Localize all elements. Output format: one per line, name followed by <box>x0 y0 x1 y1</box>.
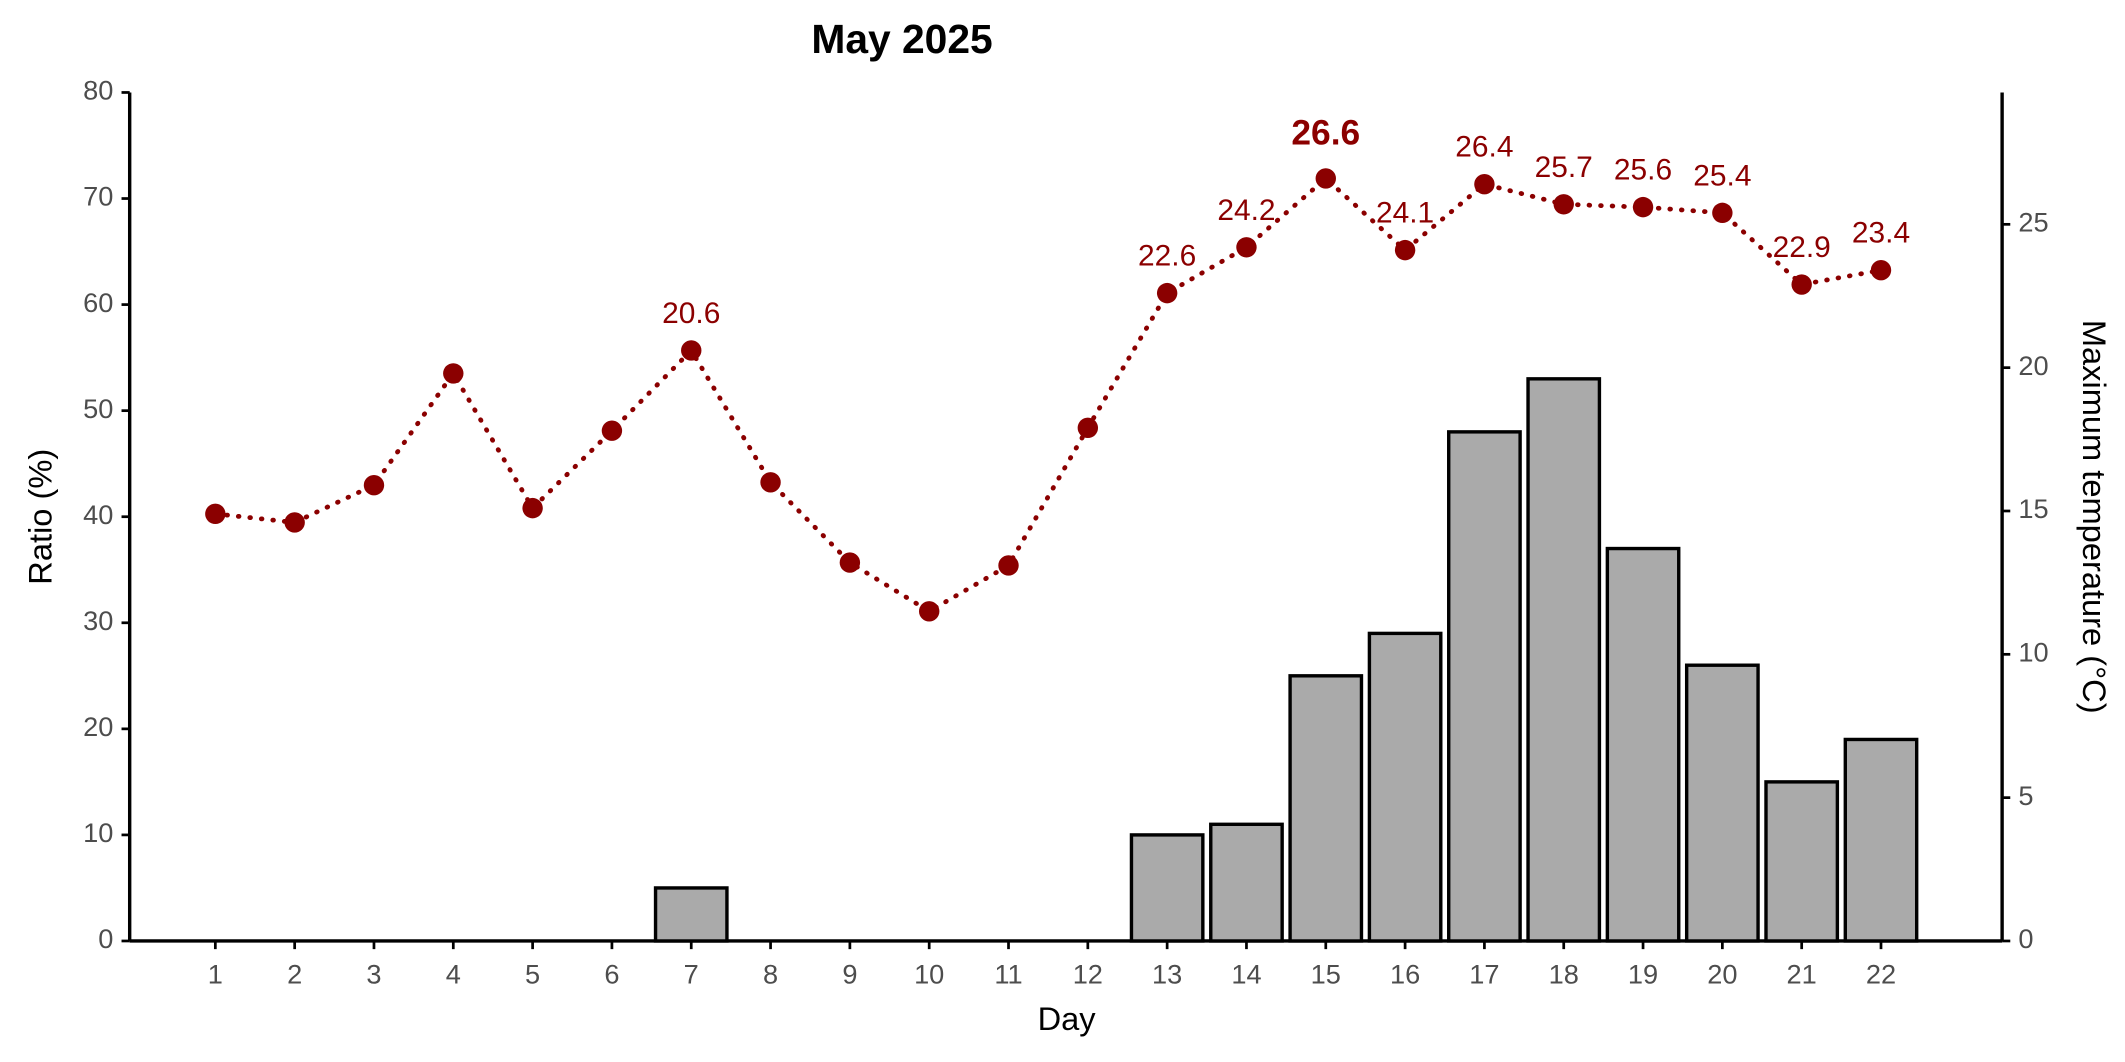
line <box>212 175 1884 615</box>
y-tick-label: 70 <box>83 181 113 212</box>
x-tick-label: 22 <box>1866 959 1896 990</box>
y-tick-label: 10 <box>83 817 113 848</box>
y-tick-label: 60 <box>83 287 113 318</box>
data-label: 26.4 <box>1455 131 1513 164</box>
y-axis-title: Ratio (%) <box>21 449 58 585</box>
bar <box>1764 780 1840 943</box>
data-label: 24.1 <box>1376 197 1434 230</box>
data-label: 25.6 <box>1614 154 1672 187</box>
x-axis-title: Day <box>1038 1000 1097 1037</box>
y-tick-label: 0 <box>98 923 113 954</box>
point <box>839 552 861 573</box>
x-tick-label: 5 <box>525 959 540 990</box>
point <box>522 497 543 519</box>
y-tick-label: 80 <box>83 75 113 106</box>
x-tick-label: 12 <box>1073 959 1103 990</box>
x-tick-label: 21 <box>1787 959 1817 990</box>
bar <box>1605 546 1681 943</box>
point <box>1870 259 1892 281</box>
x-tick-label: 1 <box>208 959 223 990</box>
data-label: 22.9 <box>1773 231 1831 264</box>
point <box>443 363 464 384</box>
y-tick-label: 30 <box>83 605 113 636</box>
x-tick-label: 4 <box>446 959 461 990</box>
x-tick-label: 6 <box>604 959 619 990</box>
bar <box>1843 737 1919 943</box>
data-label: 20.6 <box>662 297 720 330</box>
x-tick-label: 18 <box>1549 959 1579 990</box>
x-tick-label: 20 <box>1707 959 1737 990</box>
x-tick-label: 13 <box>1152 959 1182 990</box>
x-tick-label: 17 <box>1469 959 1499 990</box>
point <box>284 512 305 533</box>
point <box>1553 194 1574 215</box>
y2-axis-title: Maximum temperature (°C) <box>2076 320 2113 714</box>
y-tick-label: 40 <box>83 499 113 530</box>
point <box>205 503 226 525</box>
point <box>998 555 1019 576</box>
point <box>1474 173 1495 195</box>
y2-tick-label: 25 <box>2018 207 2048 238</box>
y2-tick-label: 10 <box>2018 637 2048 668</box>
x-tick-label: 2 <box>287 959 302 990</box>
y-tick-label: 50 <box>83 393 113 424</box>
x-tick-label: 15 <box>1311 959 1341 990</box>
bar <box>1209 822 1284 943</box>
point <box>1791 274 1812 295</box>
point <box>363 474 385 496</box>
y2-tick-label: 0 <box>2018 923 2033 954</box>
bar <box>1526 377 1602 943</box>
point <box>1077 417 1099 439</box>
x-tick-label: 10 <box>914 959 944 990</box>
data-label: 22.6 <box>1138 240 1196 273</box>
y2-tick-label: 5 <box>2018 780 2033 811</box>
point <box>1315 168 1336 189</box>
x-tick-label: 7 <box>684 959 699 990</box>
point <box>1712 202 1733 224</box>
x-tick-label: 19 <box>1628 959 1658 990</box>
data-label: 25.7 <box>1535 151 1593 184</box>
x-tick-label: 9 <box>842 959 857 990</box>
bar <box>1367 631 1443 943</box>
point <box>918 601 940 622</box>
point <box>1394 239 1416 261</box>
x-tick-label: 11 <box>994 959 1022 990</box>
point <box>601 420 623 441</box>
x-tick-label: 14 <box>1231 959 1261 990</box>
point <box>1632 196 1654 218</box>
bar <box>1288 674 1364 943</box>
data-label: 23.4 <box>1852 217 1910 250</box>
chart-title: May 2025 <box>811 16 992 62</box>
y2-tick-label: 15 <box>2018 493 2048 524</box>
bar <box>1684 663 1760 943</box>
bar <box>1447 430 1522 943</box>
data-label: 26.6 <box>1291 113 1360 152</box>
y2-tick-label: 20 <box>2018 350 2048 381</box>
point <box>681 340 702 361</box>
y-tick-label: 20 <box>83 711 113 742</box>
bar <box>653 886 729 943</box>
point <box>1156 282 1178 304</box>
x-tick-label: 8 <box>763 959 778 990</box>
point <box>1236 237 1257 258</box>
bar <box>1129 833 1205 943</box>
x-tick-label: 16 <box>1390 959 1420 990</box>
point <box>760 472 781 493</box>
data-label: 25.4 <box>1693 159 1751 192</box>
x-tick-label: 3 <box>366 959 381 990</box>
data-label: 24.2 <box>1217 194 1275 227</box>
